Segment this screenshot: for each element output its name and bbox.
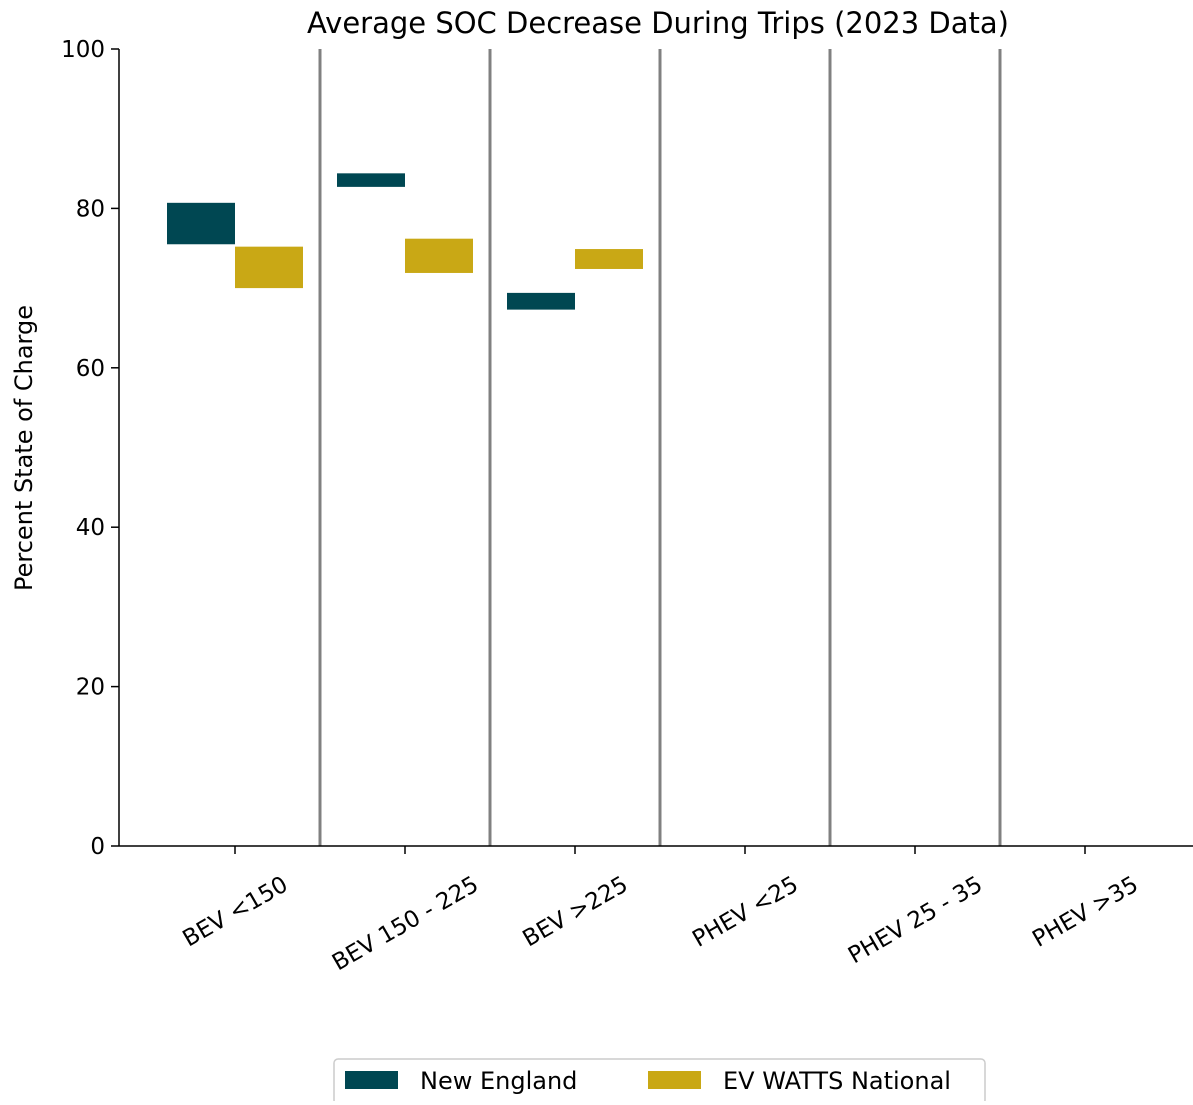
x-tick-label: BEV 150 - 225 bbox=[328, 872, 483, 977]
bar bbox=[575, 249, 643, 269]
x-tick-label: BEV >225 bbox=[519, 872, 633, 953]
y-tick-label: 20 bbox=[76, 675, 105, 701]
y-tick-label: 100 bbox=[61, 37, 105, 63]
bar bbox=[235, 246, 303, 289]
bar bbox=[405, 238, 473, 273]
bar bbox=[337, 173, 405, 187]
x-tick-label: PHEV 25 - 35 bbox=[844, 872, 987, 970]
legend-swatch bbox=[345, 1071, 398, 1089]
y-tick-label: 60 bbox=[76, 356, 105, 382]
legend-swatch bbox=[648, 1071, 701, 1089]
x-tick-label: BEV <150 bbox=[179, 872, 293, 953]
legend-label: EV WATTS National bbox=[723, 1067, 951, 1095]
x-tick-label: PHEV >35 bbox=[1028, 872, 1143, 953]
y-axis-label: Percent State of Charge bbox=[10, 305, 38, 591]
x-tick-label: PHEV <25 bbox=[688, 872, 803, 953]
y-tick-label: 40 bbox=[76, 515, 105, 541]
bar bbox=[507, 292, 575, 310]
legend-label: New England bbox=[420, 1067, 577, 1095]
chart-title: Average SOC Decrease During Trips (2023 … bbox=[307, 6, 1009, 40]
bar bbox=[167, 202, 235, 245]
y-tick-label: 0 bbox=[90, 834, 105, 860]
y-tick-label: 80 bbox=[76, 196, 105, 222]
